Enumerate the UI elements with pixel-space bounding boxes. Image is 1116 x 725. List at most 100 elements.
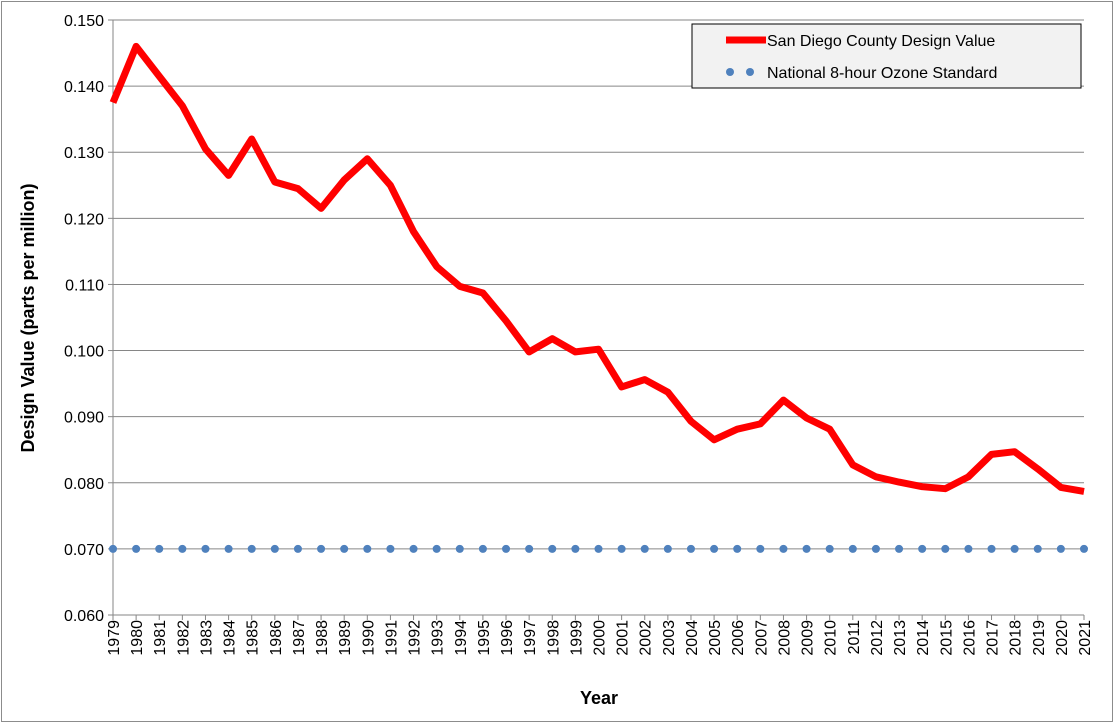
ozone-standard-point (964, 544, 973, 553)
legend-label-ozone-standard: National 8-hour Ozone Standard (767, 65, 997, 82)
x-tick-label: 1984 (222, 620, 239, 656)
legend-label-san-diego: San Diego County Design Value (767, 33, 995, 50)
x-tick-label: 2016 (961, 620, 978, 656)
ozone-standard-point (1056, 544, 1065, 553)
x-tick-label: 2006 (730, 620, 747, 656)
ozone-standard-point (941, 544, 950, 553)
ozone-standard-point (155, 544, 164, 553)
ozone-standard-point (802, 544, 811, 553)
y-tick-label: 0.080 (64, 476, 104, 493)
x-tick-label: 1986 (268, 620, 285, 656)
ozone-standard-point (825, 544, 834, 553)
x-tick-label: 2011 (846, 620, 863, 655)
x-tick-label: 1990 (360, 620, 377, 656)
x-tick-label: 2017 (985, 620, 1002, 656)
x-tick-label: 1985 (245, 620, 262, 656)
y-tick-label: 0.070 (64, 542, 104, 559)
x-tick-label: 1997 (522, 620, 539, 656)
x-tick-label: 1996 (499, 620, 516, 656)
x-tick-label: 1994 (453, 620, 470, 656)
ozone-standard-point (502, 544, 511, 553)
y-tick-label: 0.090 (64, 410, 104, 427)
ozone-standard-point (1010, 544, 1019, 553)
ozone-standard-point (525, 544, 534, 553)
x-tick-label: 1992 (407, 620, 424, 656)
ozone-standard-point (779, 544, 788, 553)
ozone-standard-point (293, 544, 302, 553)
x-axis-title: Year (580, 688, 618, 708)
x-tick-label: 2008 (776, 620, 793, 656)
y-tick-label: 0.100 (64, 344, 104, 361)
x-tick-label: 2004 (684, 620, 701, 656)
x-tick-label: 1987 (291, 620, 308, 656)
ozone-standard-point (340, 544, 349, 553)
ozone-standard-point (409, 544, 418, 553)
san-diego-design-value-line (109, 42, 1085, 495)
y-tick-label: 0.140 (64, 79, 104, 96)
y-tick-labels: 0.060 0.070 0.080 0.090 0.100 0.110 0.120 0.130… (64, 13, 104, 625)
x-tick-label: 2012 (869, 620, 886, 656)
ozone-standard-point (224, 544, 233, 553)
ozone-standard-point (1080, 544, 1088, 553)
ozone-standard-point (848, 544, 857, 553)
x-tick-label: 2009 (800, 620, 817, 656)
ozone-standard-point (455, 544, 464, 553)
ozone-standard-point (109, 544, 117, 553)
ozone-standard-point (317, 544, 326, 553)
x-tick-label: 2013 (892, 620, 909, 656)
x-tick-label: 2021 (1077, 620, 1094, 656)
ozone-standard-point (571, 544, 580, 553)
x-tick-label: 1991 (383, 620, 400, 656)
x-tick-label: 1995 (476, 620, 493, 656)
axes (108, 19, 1085, 620)
x-tick-label: 1999 (568, 620, 585, 656)
x-tick-label: 1979 (106, 620, 123, 656)
legend-swatch-ozone-standard-dot (726, 68, 734, 76)
x-tick-label: 1998 (545, 620, 562, 656)
legend-box (691, 23, 1082, 89)
x-tick-label: 2015 (938, 620, 955, 656)
ozone-standard-point (594, 544, 603, 553)
x-tick-label: 2020 (1054, 620, 1071, 656)
x-tick-labels: 1979 1980 1981 1982 1983 1984 1985 1986 1987 1988… (106, 620, 1094, 656)
x-tick-label: 2001 (615, 620, 632, 656)
x-tick-label: 2014 (915, 620, 932, 656)
y-tick-label: 0.130 (64, 145, 104, 162)
x-tick-label: 1983 (198, 620, 215, 656)
x-tick-label: 2010 (823, 620, 840, 656)
ozone-standard-point (548, 544, 557, 553)
y-axis-title: Design Value (parts per million) (18, 183, 38, 452)
ozone-standard-point (663, 544, 672, 553)
ozone-standard-point (201, 544, 210, 553)
ozone-standard-point (871, 544, 880, 553)
x-tick-label: 2005 (707, 620, 724, 656)
legend: San Diego County Design Value National 8… (691, 23, 1082, 89)
x-tick-label: 2003 (661, 620, 678, 656)
x-tick-label: 2000 (592, 620, 609, 656)
series-layer (109, 42, 1088, 553)
ozone-standard-point (270, 544, 279, 553)
ozone-standard-point (247, 544, 256, 553)
gridlines (113, 19, 1084, 550)
x-tick-label: 2019 (1031, 620, 1048, 656)
ozone-standard-point (640, 544, 649, 553)
y-tick-label: 0.150 (64, 13, 104, 30)
x-tick-label: 1988 (314, 620, 331, 656)
ozone-standard-point (686, 544, 695, 553)
ozone-standard-point (617, 544, 626, 553)
ozone-standard-point (478, 544, 487, 553)
y-tick-label: 0.110 (65, 277, 104, 294)
ozone-standard-point (432, 544, 441, 553)
legend-swatch-ozone-standard-dot (746, 68, 754, 76)
ozone-standard-point (895, 544, 904, 553)
ozone-standard-point (710, 544, 719, 553)
y-tick-label: 0.060 (64, 608, 104, 625)
ozone-standard-point (132, 544, 141, 553)
x-tick-label: 1981 (152, 620, 169, 656)
x-tick-label: 1980 (129, 620, 146, 656)
x-tick-label: 1982 (175, 620, 192, 656)
ozone-standard-point (363, 544, 372, 553)
ozone-standard-point (733, 544, 742, 553)
